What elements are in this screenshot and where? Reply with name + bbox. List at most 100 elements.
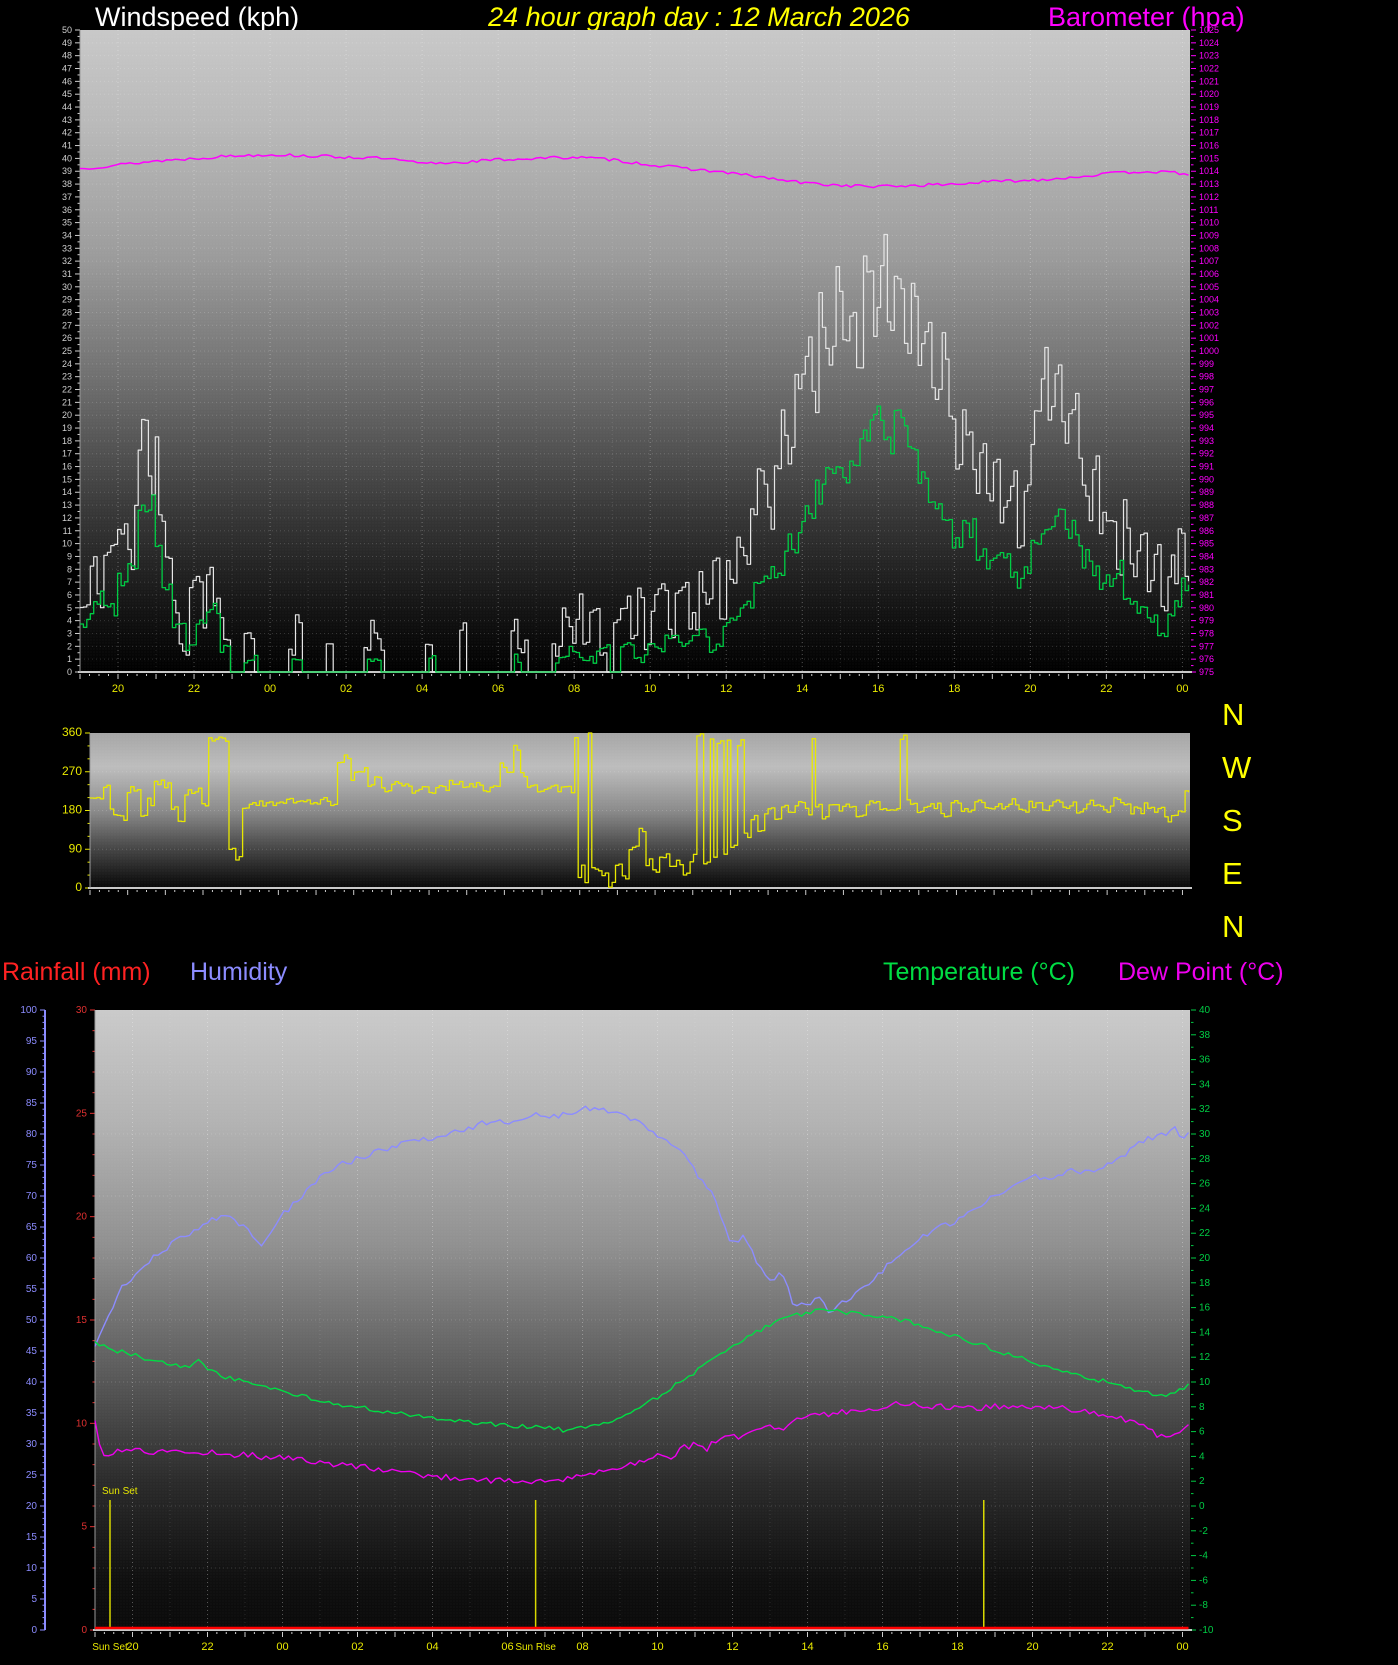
svg-text:30: 30 — [62, 282, 72, 292]
svg-text:50: 50 — [26, 1315, 38, 1326]
svg-text:34: 34 — [1199, 1079, 1211, 1090]
svg-text:90: 90 — [69, 841, 83, 855]
svg-text:995: 995 — [1199, 410, 1214, 420]
svg-text:3: 3 — [67, 628, 72, 638]
compass-letter-s: S — [1222, 803, 1243, 838]
svg-text:1016: 1016 — [1199, 141, 1219, 151]
svg-text:28: 28 — [1199, 1154, 1211, 1165]
dew-point-label: Dew Point (°C) — [1118, 958, 1284, 986]
svg-text:988: 988 — [1199, 500, 1214, 510]
svg-text:32: 32 — [1199, 1104, 1211, 1115]
svg-text:1003: 1003 — [1199, 307, 1219, 317]
svg-text:26: 26 — [1199, 1179, 1211, 1190]
svg-text:2: 2 — [67, 641, 72, 651]
svg-text:55: 55 — [26, 1284, 38, 1295]
svg-text:20: 20 — [1199, 1253, 1211, 1264]
svg-text:997: 997 — [1199, 385, 1214, 395]
svg-text:10: 10 — [76, 1418, 88, 1429]
svg-text:990: 990 — [1199, 474, 1214, 484]
svg-text:22: 22 — [1101, 1641, 1113, 1653]
svg-text:1001: 1001 — [1199, 333, 1219, 343]
svg-text:976: 976 — [1199, 654, 1214, 664]
svg-text:Sun Set: Sun Set — [102, 1486, 138, 1497]
svg-text:991: 991 — [1199, 462, 1214, 472]
svg-text:32: 32 — [62, 256, 72, 266]
svg-text:9: 9 — [67, 551, 72, 561]
svg-text:85: 85 — [26, 1098, 38, 1109]
svg-text:04: 04 — [416, 683, 428, 695]
svg-text:5: 5 — [31, 1594, 37, 1605]
svg-text:1021: 1021 — [1199, 76, 1219, 86]
svg-text:0: 0 — [67, 667, 72, 677]
svg-text:30: 30 — [26, 1439, 38, 1450]
svg-text:25: 25 — [26, 1470, 38, 1481]
svg-text:1017: 1017 — [1199, 128, 1219, 138]
barometer-title: Barometer (hpa) — [1048, 2, 1245, 32]
svg-text:1008: 1008 — [1199, 243, 1219, 253]
svg-text:18: 18 — [948, 683, 960, 695]
svg-text:00: 00 — [276, 1641, 288, 1653]
svg-text:18: 18 — [951, 1641, 963, 1653]
svg-text:25: 25 — [76, 1108, 88, 1119]
svg-text:20: 20 — [26, 1501, 38, 1512]
svg-text:975: 975 — [1199, 667, 1214, 677]
svg-text:180: 180 — [62, 803, 82, 817]
svg-text:978: 978 — [1199, 628, 1214, 638]
svg-text:982: 982 — [1199, 577, 1214, 587]
svg-text:15: 15 — [76, 1315, 88, 1326]
svg-text:42: 42 — [62, 128, 72, 138]
svg-text:1013: 1013 — [1199, 179, 1219, 189]
svg-text:18: 18 — [1199, 1278, 1211, 1289]
svg-text:36: 36 — [1199, 1055, 1211, 1066]
rainfall-label: Rainfall (mm) — [2, 958, 151, 986]
svg-text:10: 10 — [644, 683, 656, 695]
svg-text:4: 4 — [67, 616, 72, 626]
svg-text:45: 45 — [62, 89, 72, 99]
windspeed-title: Windspeed (kph) — [95, 2, 300, 32]
svg-text:31: 31 — [62, 269, 72, 279]
svg-text:18: 18 — [62, 436, 72, 446]
svg-text:979: 979 — [1199, 616, 1214, 626]
svg-text:45: 45 — [26, 1346, 38, 1357]
svg-text:11: 11 — [63, 526, 72, 536]
svg-text:6: 6 — [1199, 1427, 1205, 1438]
svg-text:1025: 1025 — [1199, 25, 1219, 35]
svg-text:40: 40 — [26, 1377, 38, 1388]
svg-text:17: 17 — [62, 449, 72, 459]
svg-text:999: 999 — [1199, 359, 1214, 369]
svg-text:8: 8 — [67, 564, 72, 574]
svg-text:980: 980 — [1199, 603, 1214, 613]
compass-labels: N W S E N — [1222, 688, 1282, 953]
svg-text:8: 8 — [1199, 1402, 1205, 1413]
svg-text:10: 10 — [651, 1641, 663, 1653]
svg-text:35: 35 — [62, 218, 72, 228]
svg-text:984: 984 — [1199, 551, 1214, 561]
svg-text:35: 35 — [26, 1408, 38, 1419]
windspeed-barometer-chart: 0 1 2 3 4 5 6 7 8 9 10 11 12 13 14 15 16 17 18 19 20 21 22 23 24… — [0, 0, 1398, 730]
svg-text:1010: 1010 — [1199, 218, 1219, 228]
svg-text:26: 26 — [62, 333, 72, 343]
svg-text:06: 06 — [501, 1641, 513, 1653]
svg-text:1014: 1014 — [1199, 166, 1219, 176]
svg-text:20: 20 — [126, 1641, 138, 1653]
compass-letter-n-bottom: N — [1222, 909, 1245, 944]
svg-text:75: 75 — [26, 1160, 38, 1171]
svg-text:981: 981 — [1199, 590, 1214, 600]
svg-text:49: 49 — [62, 38, 72, 48]
svg-text:5: 5 — [81, 1522, 87, 1533]
svg-text:90: 90 — [26, 1067, 38, 1078]
svg-text:27: 27 — [62, 320, 72, 330]
svg-text:39: 39 — [62, 166, 72, 176]
svg-text:4: 4 — [1199, 1451, 1205, 1462]
svg-text:95: 95 — [26, 1036, 38, 1047]
svg-text:14: 14 — [62, 487, 72, 497]
svg-text:20: 20 — [62, 410, 72, 420]
svg-text:16: 16 — [62, 462, 72, 472]
svg-text:40: 40 — [62, 153, 72, 163]
svg-text:10: 10 — [26, 1563, 38, 1574]
svg-text:7: 7 — [67, 577, 72, 587]
svg-text:02: 02 — [340, 683, 352, 695]
svg-text:1007: 1007 — [1199, 256, 1219, 266]
svg-text:1019: 1019 — [1199, 102, 1219, 112]
